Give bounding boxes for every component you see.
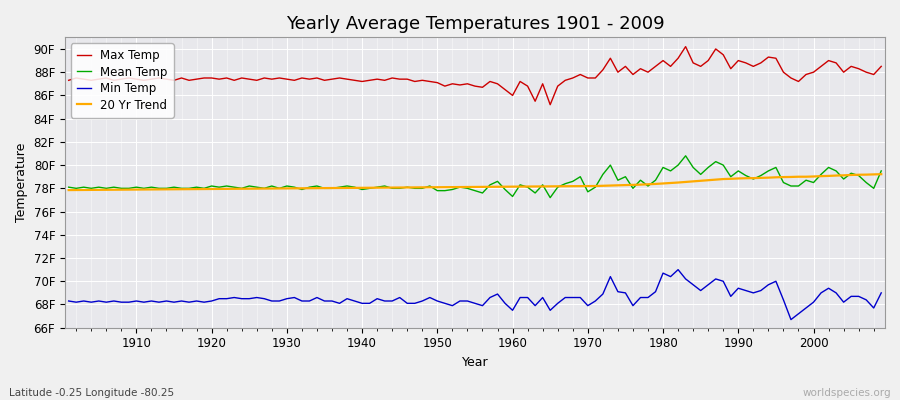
Max Temp [334, 76, 345, 80]
Min Temp [508, 308, 518, 313]
Mean Temp [508, 194, 518, 199]
Mean Temp [334, 185, 345, 190]
Max Temp [605, 56, 616, 61]
Mean Temp [544, 195, 555, 200]
Line: Max Temp: Max Temp [68, 47, 881, 105]
20 Yr Trend [598, 183, 608, 188]
Min Temp [876, 290, 886, 295]
20 Yr Trend [123, 187, 134, 192]
Min Temp [63, 299, 74, 304]
Line: Mean Temp: Mean Temp [68, 156, 881, 198]
Min Temp [786, 317, 796, 322]
Max Temp [680, 44, 691, 49]
Title: Yearly Average Temperatures 1901 - 2009: Yearly Average Temperatures 1901 - 2009 [285, 15, 664, 33]
Max Temp [508, 93, 518, 98]
Mean Temp [289, 185, 300, 190]
20 Yr Trend [289, 186, 300, 191]
Min Temp [598, 292, 608, 296]
Mean Temp [876, 168, 886, 173]
Mean Temp [605, 163, 616, 168]
Max Temp [500, 87, 510, 92]
Max Temp [289, 78, 300, 83]
Line: Min Temp: Min Temp [68, 270, 881, 320]
Max Temp [876, 64, 886, 69]
Min Temp [500, 301, 510, 306]
Min Temp [672, 267, 683, 272]
Min Temp [123, 300, 134, 304]
20 Yr Trend [63, 188, 74, 192]
Line: 20 Yr Trend: 20 Yr Trend [68, 174, 881, 190]
Mean Temp [500, 187, 510, 192]
Min Temp [289, 295, 300, 300]
Mean Temp [680, 154, 691, 158]
Mean Temp [63, 185, 74, 190]
20 Yr Trend [500, 184, 510, 189]
20 Yr Trend [334, 186, 345, 190]
Max Temp [123, 76, 134, 80]
Text: Latitude -0.25 Longitude -80.25: Latitude -0.25 Longitude -80.25 [9, 388, 174, 398]
Y-axis label: Temperature: Temperature [15, 143, 28, 222]
Max Temp [544, 102, 555, 107]
20 Yr Trend [876, 172, 886, 176]
Min Temp [334, 301, 345, 306]
Legend: Max Temp, Mean Temp, Min Temp, 20 Yr Trend: Max Temp, Mean Temp, Min Temp, 20 Yr Tre… [71, 43, 174, 118]
Mean Temp [123, 186, 134, 191]
X-axis label: Year: Year [462, 356, 489, 369]
20 Yr Trend [508, 184, 518, 189]
Text: worldspecies.org: worldspecies.org [803, 388, 891, 398]
Max Temp [63, 78, 74, 83]
